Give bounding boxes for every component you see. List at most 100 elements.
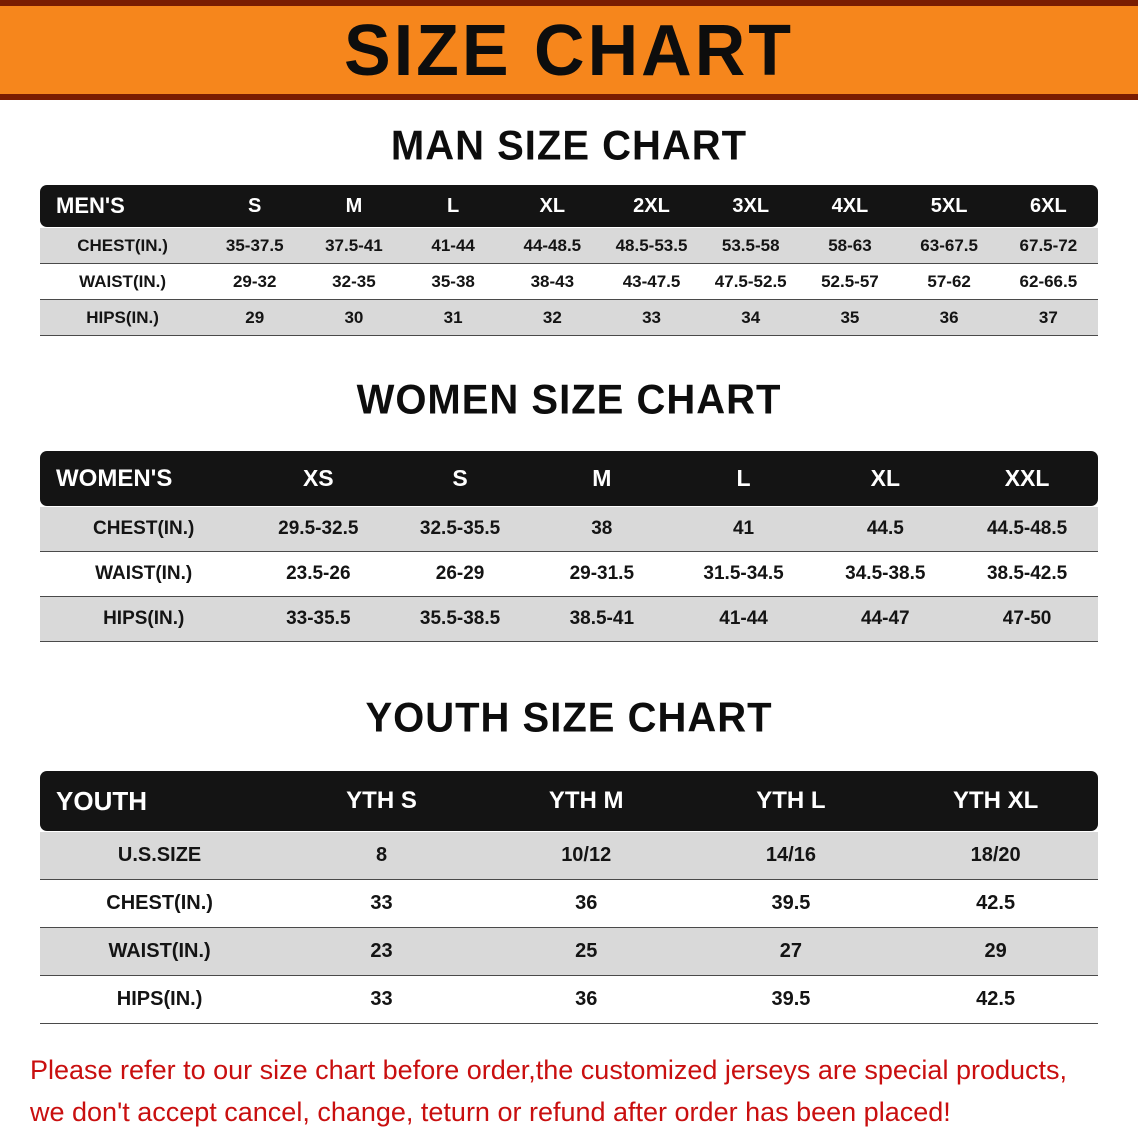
size-value-cell: 53.5-58 <box>701 227 801 264</box>
size-value-cell: 44.5 <box>814 506 957 552</box>
size-column-header: S <box>389 451 531 506</box>
size-column-header: M <box>304 185 404 227</box>
size-column-header: 2XL <box>601 185 702 227</box>
size-column-header: XS <box>247 451 390 506</box>
row-label: WAIST(IN.) <box>40 928 280 976</box>
size-value-cell: 41 <box>672 506 815 552</box>
row-label: WAIST(IN.) <box>40 552 248 597</box>
size-value-cell: 41-44 <box>403 227 503 264</box>
table-row: WAIST(IN.) 23.5-26 26-29 29-31.5 31.5-34.5 34… <box>40 552 1098 597</box>
table-row: WAIST(IN.) 23 25 27 29 <box>40 928 1098 976</box>
size-column-header: XL <box>814 451 957 506</box>
size-column-header: 6XL <box>998 185 1098 227</box>
table-header-row: WOMEN'S XS S M L XL XXL <box>40 451 1098 506</box>
size-value-cell: 35-38 <box>403 264 503 300</box>
table-row: WAIST(IN.) 29-32 32-35 35-38 38-43 43-47.5 47.… <box>40 264 1098 300</box>
size-value-cell: 32.5-35.5 <box>389 506 531 552</box>
size-value-cell: 44.5-48.5 <box>956 506 1098 552</box>
size-value-cell: 39.5 <box>688 976 894 1024</box>
size-value-cell: 29.5-32.5 <box>247 506 390 552</box>
size-value-cell: 29-31.5 <box>530 552 673 597</box>
section-heading: MAN SIZE CHART <box>390 122 748 170</box>
size-value-cell: 44-48.5 <box>502 227 602 264</box>
size-value-cell: 34 <box>701 300 801 336</box>
size-table: WOMEN'S XS S M L XL XXL CHEST(IN.) 29.5-32.5 32.… <box>40 451 1098 642</box>
size-value-cell: 33 <box>601 300 702 336</box>
size-column-header: YTH L <box>688 771 894 831</box>
size-value-cell: 41-44 <box>672 597 815 642</box>
section-heading: YOUTH SIZE CHART <box>365 694 773 742</box>
row-label: HIPS(IN.) <box>40 300 206 336</box>
size-value-cell: 33-35.5 <box>247 597 390 642</box>
size-value-cell: 31 <box>403 300 503 336</box>
size-value-cell: 33 <box>279 976 484 1024</box>
size-value-cell: 37.5-41 <box>304 227 404 264</box>
size-table: MEN'S S M L XL 2XL 3XL 4XL 5XL 6XL CHEST(IN.) 35-3… <box>40 185 1098 336</box>
size-value-cell: 48.5-53.5 <box>601 227 702 264</box>
size-value-cell: 38-43 <box>502 264 602 300</box>
table-row: CHEST(IN.) 29.5-32.5 32.5-35.5 38 41 44.5 44.5… <box>40 506 1098 552</box>
size-value-cell: 32-35 <box>304 264 404 300</box>
size-column-header: S <box>205 185 305 227</box>
size-value-cell: 36 <box>899 300 999 336</box>
size-value-cell: 38.5-41 <box>530 597 673 642</box>
table-title-cell: YOUTH <box>40 771 280 831</box>
size-column-header: 4XL <box>800 185 900 227</box>
footer-line-1: Please refer to our size chart before or… <box>30 1055 1068 1085</box>
table-title-cell: WOMEN'S <box>40 451 248 506</box>
size-chart-section: MAN SIZE CHART MEN'S S M L XL 2XL 3XL 4XL 5XL 6XL… <box>0 122 1138 336</box>
size-value-cell: 43-47.5 <box>601 264 702 300</box>
table-row: HIPS(IN.) 33 36 39.5 42.5 <box>40 976 1098 1024</box>
size-table: YOUTH YTH S YTH M YTH L YTH XL U.S.SIZE 8 10/1… <box>40 771 1098 1024</box>
size-value-cell: 62-66.5 <box>998 264 1098 300</box>
size-column-header: M <box>530 451 673 506</box>
size-value-cell: 63-67.5 <box>899 227 999 264</box>
size-chart-section: WOMEN SIZE CHART WOMEN'S XS S M L XL XXL CHEST… <box>0 376 1138 642</box>
table-row: CHEST(IN.) 35-37.5 37.5-41 41-44 44-48.5 48.5… <box>40 227 1098 264</box>
size-value-cell: 23 <box>279 928 484 976</box>
size-chart-banner: SIZE CHART <box>0 0 1138 100</box>
size-value-cell: 29-32 <box>205 264 305 300</box>
size-value-cell: 42.5 <box>893 976 1098 1024</box>
size-value-cell: 27 <box>688 928 894 976</box>
size-chart-title: SIZE CHART <box>344 9 794 91</box>
table-wrap: WOMEN'S XS S M L XL XXL CHEST(IN.) 29.5-32.5 32.… <box>40 451 1098 642</box>
size-value-cell: 25 <box>483 928 689 976</box>
size-value-cell: 35-37.5 <box>205 227 305 264</box>
table-header-row: YOUTH YTH S YTH M YTH L YTH XL <box>40 771 1098 831</box>
row-label: CHEST(IN.) <box>40 880 280 928</box>
table-row: CHEST(IN.) 33 36 39.5 42.5 <box>40 880 1098 928</box>
size-column-header: YTH S <box>279 771 484 831</box>
size-value-cell: 52.5-57 <box>800 264 900 300</box>
size-value-cell: 33 <box>279 880 484 928</box>
size-value-cell: 42.5 <box>893 880 1098 928</box>
size-value-cell: 18/20 <box>893 831 1098 880</box>
table-title-cell: MEN'S <box>40 185 206 227</box>
size-column-header: L <box>403 185 503 227</box>
size-value-cell: 35 <box>800 300 900 336</box>
row-label: CHEST(IN.) <box>40 506 248 552</box>
size-value-cell: 58-63 <box>800 227 900 264</box>
size-value-cell: 8 <box>279 831 484 880</box>
size-column-header: XXL <box>956 451 1098 506</box>
size-value-cell: 10/12 <box>483 831 689 880</box>
size-value-cell: 47-50 <box>956 597 1098 642</box>
size-value-cell: 36 <box>483 880 689 928</box>
size-value-cell: 29 <box>205 300 305 336</box>
table-wrap: YOUTH YTH S YTH M YTH L YTH XL U.S.SIZE 8 10/1… <box>40 771 1098 1024</box>
size-column-header: XL <box>502 185 602 227</box>
size-value-cell: 30 <box>304 300 404 336</box>
row-label: HIPS(IN.) <box>40 976 280 1024</box>
table-row: U.S.SIZE 8 10/12 14/16 18/20 <box>40 831 1098 880</box>
size-value-cell: 35.5-38.5 <box>389 597 531 642</box>
table-row: HIPS(IN.) 29 30 31 32 33 34 35 36 37 <box>40 300 1098 336</box>
size-value-cell: 38.5-42.5 <box>956 552 1098 597</box>
size-value-cell: 31.5-34.5 <box>672 552 815 597</box>
table-row: HIPS(IN.) 33-35.5 35.5-38.5 38.5-41 41-44 44-… <box>40 597 1098 642</box>
row-label: U.S.SIZE <box>40 831 280 880</box>
size-value-cell: 39.5 <box>688 880 894 928</box>
size-value-cell: 57-62 <box>899 264 999 300</box>
section-heading: WOMEN SIZE CHART <box>356 376 782 424</box>
size-chart-section: YOUTH SIZE CHART YOUTH YTH S YTH M YTH L YTH… <box>0 694 1138 1024</box>
